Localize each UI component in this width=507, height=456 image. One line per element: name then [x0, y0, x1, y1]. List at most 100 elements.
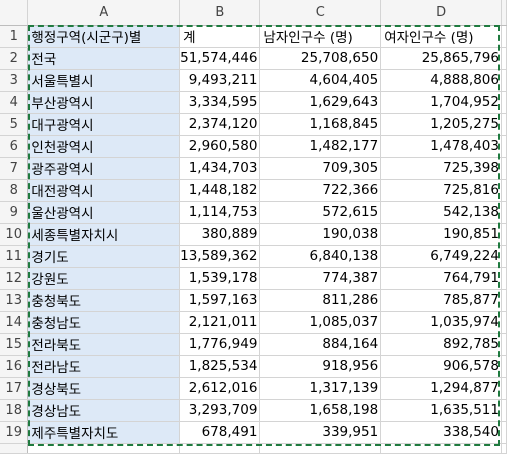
row-header[interactable]: 5 — [0, 113, 29, 136]
cell-c[interactable]: 1,482,177 — [259, 135, 382, 158]
cell-a[interactable]: 경기도 — [27, 245, 181, 268]
cell-e-partial[interactable] — [501, 157, 507, 180]
column-header-d[interactable]: D — [380, 0, 502, 26]
cell-a[interactable]: 전국 — [27, 47, 181, 70]
cell-a[interactable]: 세종특별자치시 — [27, 223, 181, 246]
cell-b[interactable]: 1,597,163 — [179, 289, 261, 312]
cell-b[interactable]: 13,589,362 — [179, 245, 261, 268]
cell-b[interactable]: 2,121,011 — [179, 311, 261, 334]
cell-e-partial[interactable] — [501, 333, 507, 356]
cell-b[interactable]: 2,374,120 — [179, 113, 261, 136]
cell-e-partial[interactable] — [501, 91, 507, 114]
cell-b[interactable]: 1,448,182 — [179, 179, 261, 202]
cell-a[interactable]: 제주특별자치도 — [27, 421, 181, 444]
cell-e-partial[interactable] — [501, 311, 507, 334]
cell-b[interactable]: 3,293,709 — [179, 399, 261, 422]
row-header[interactable]: 10 — [0, 223, 29, 246]
cell-c[interactable]: 25,708,650 — [259, 47, 382, 70]
cell-d[interactable]: 4,888,806 — [380, 69, 502, 92]
cell-e-partial[interactable] — [501, 377, 507, 400]
cell-d[interactable]: 542,138 — [380, 201, 502, 224]
cell-c[interactable]: 709,305 — [259, 157, 382, 180]
row-header[interactable]: 7 — [0, 157, 29, 180]
row-header[interactable]: 4 — [0, 91, 29, 114]
cell-c[interactable]: 811,286 — [259, 289, 382, 312]
cell-c[interactable]: 6,840,138 — [259, 245, 382, 268]
cell-c[interactable]: 4,604,405 — [259, 69, 382, 92]
cell-c[interactable]: 1,317,139 — [259, 377, 382, 400]
cell-c[interactable]: 1,629,643 — [259, 91, 382, 114]
cell-c[interactable]: 774,387 — [259, 267, 382, 290]
cell-a[interactable]: 대전광역시 — [27, 179, 181, 202]
row-header[interactable]: 1 — [0, 25, 29, 48]
cell-c[interactable]: 1,168,845 — [259, 113, 382, 136]
cell-e-partial[interactable] — [501, 421, 507, 444]
column-header-c[interactable]: C — [259, 0, 382, 26]
cell-b[interactable]: 1,434,703 — [179, 157, 261, 180]
cell-e-partial[interactable] — [501, 135, 507, 158]
cell-e-partial[interactable] — [501, 201, 507, 224]
cell-d[interactable]: 1,205,275 — [380, 113, 502, 136]
cell-a[interactable]: 강원도 — [27, 267, 181, 290]
cell-a[interactable]: 부산광역시 — [27, 91, 181, 114]
row-header[interactable]: 16 — [0, 355, 29, 378]
column-header-e-partial[interactable] — [501, 0, 507, 26]
cell-a[interactable]: 대구광역시 — [27, 113, 181, 136]
cell-b[interactable]: 9,493,211 — [179, 69, 261, 92]
cell-d[interactable]: 1,478,403 — [380, 135, 502, 158]
cell-e-partial[interactable] — [501, 245, 507, 268]
cell-b[interactable]: 51,574,446 — [179, 47, 261, 70]
row-header[interactable]: 3 — [0, 69, 29, 92]
cell-c[interactable]: 남자인구수 (명) — [259, 25, 382, 48]
cell-d[interactable]: 190,851 — [380, 223, 502, 246]
cell-d[interactable]: 1,704,952 — [380, 91, 502, 114]
cell-b[interactable]: 1,114,753 — [179, 201, 261, 224]
cell-b[interactable]: 1,776,949 — [179, 333, 261, 356]
cell-d[interactable]: 1,294,877 — [380, 377, 502, 400]
cell-e-partial[interactable] — [501, 355, 507, 378]
cell-c[interactable]: 884,164 — [259, 333, 382, 356]
row-header[interactable]: 11 — [0, 245, 29, 268]
cell-d[interactable]: 1,035,974 — [380, 311, 502, 334]
cell-e-partial[interactable] — [501, 289, 507, 312]
cell-empty[interactable] — [179, 443, 261, 454]
column-header-a[interactable]: A — [27, 0, 181, 26]
cell-c[interactable]: 1,085,037 — [259, 311, 382, 334]
row-header[interactable]: 2 — [0, 47, 29, 70]
cell-b[interactable]: 1,825,534 — [179, 355, 261, 378]
cell-a[interactable]: 전라북도 — [27, 333, 181, 356]
cell-e-partial[interactable] — [501, 399, 507, 422]
cell-a[interactable]: 인천광역시 — [27, 135, 181, 158]
cell-d[interactable]: 764,791 — [380, 267, 502, 290]
cell-a[interactable]: 광주광역시 — [27, 157, 181, 180]
cell-e-partial[interactable] — [501, 223, 507, 246]
row-header[interactable]: 19 — [0, 421, 29, 444]
row-header[interactable]: 9 — [0, 201, 29, 224]
cell-d[interactable]: 892,785 — [380, 333, 502, 356]
cell-d[interactable]: 725,398 — [380, 157, 502, 180]
cell-empty[interactable] — [380, 443, 502, 454]
cell-a[interactable]: 서울특별시 — [27, 69, 181, 92]
cell-e-partial[interactable] — [501, 69, 507, 92]
cell-d[interactable]: 1,635,511 — [380, 399, 502, 422]
cell-a[interactable]: 충청남도 — [27, 311, 181, 334]
row-header[interactable]: 13 — [0, 289, 29, 312]
cell-a[interactable]: 충청북도 — [27, 289, 181, 312]
cell-a[interactable]: 울산광역시 — [27, 201, 181, 224]
cell-b[interactable]: 2,612,016 — [179, 377, 261, 400]
cell-b[interactable]: 380,889 — [179, 223, 261, 246]
cell-d[interactable]: 338,540 — [380, 421, 502, 444]
cell-e-partial[interactable] — [501, 47, 507, 70]
cell-empty[interactable] — [259, 443, 382, 454]
row-header[interactable]: 18 — [0, 399, 29, 422]
cell-e-partial[interactable] — [501, 267, 507, 290]
cell-d[interactable]: 25,865,796 — [380, 47, 502, 70]
row-header[interactable]: 14 — [0, 311, 29, 334]
cell-a[interactable]: 행정구역(시군구)별 — [27, 25, 181, 48]
cell-c[interactable]: 572,615 — [259, 201, 382, 224]
row-header[interactable]: 8 — [0, 179, 29, 202]
row-header[interactable]: 17 — [0, 377, 29, 400]
row-header[interactable]: 15 — [0, 333, 29, 356]
cell-c[interactable]: 190,038 — [259, 223, 382, 246]
cell-d[interactable]: 여자인구수 (명) — [380, 25, 502, 48]
